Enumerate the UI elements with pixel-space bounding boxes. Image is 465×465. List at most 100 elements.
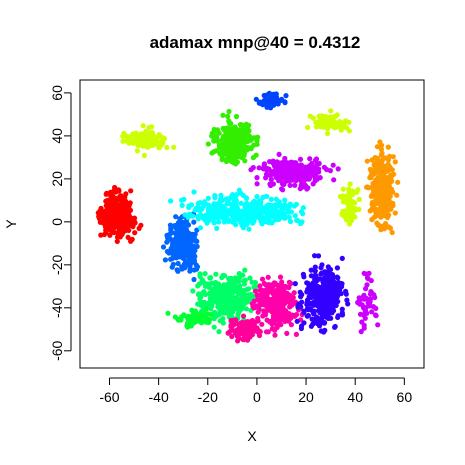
data-point [207,316,213,323]
data-point [243,306,249,312]
data-point [217,318,223,324]
data-point [373,313,379,319]
data-point [221,282,227,288]
y-tick-label: 20 [49,171,65,187]
data-point [219,154,225,160]
data-point [228,121,234,127]
data-point [103,191,109,197]
data-point [386,212,392,218]
data-point [260,194,266,200]
x-tick-label: 20 [298,389,314,405]
data-point [226,108,232,115]
data-point [220,272,226,279]
data-point [331,177,337,183]
data-point [379,150,385,156]
data-point [240,272,246,278]
data-point [268,99,274,105]
data-point [230,322,237,328]
data-point [235,288,241,294]
data-point [195,312,201,318]
data-point [145,144,152,150]
data-point [216,329,222,335]
data-point [319,286,325,292]
data-point [283,308,289,314]
data-point [369,216,375,222]
data-point [224,217,231,223]
data-point [292,213,298,219]
data-point [255,134,261,140]
data-point [208,216,214,223]
data-point [240,192,246,198]
data-point [330,162,336,168]
data-point [248,325,254,331]
data-point [149,130,155,136]
data-point [235,338,241,344]
data-point [319,270,325,276]
data-point [268,196,274,202]
data-point [271,293,278,299]
data-point [245,138,251,144]
data-point [368,289,374,295]
data-point [280,212,286,218]
data-point [205,141,211,147]
data-point [205,195,211,201]
data-point [286,214,292,220]
data-point [293,312,300,318]
y-tick-label: -40 [49,297,65,317]
data-point [191,276,197,283]
data-point [366,270,372,276]
data-point [337,287,343,293]
data-point [105,197,111,203]
data-point [389,229,395,236]
data-point [232,139,238,145]
data-point [242,158,248,164]
data-point [232,153,238,159]
data-point [272,332,278,338]
data-point [377,213,383,219]
data-point [271,282,277,288]
data-point [103,212,109,218]
x-tick-label: 60 [397,389,413,405]
data-point [114,234,121,240]
y-axis: -60 -40 -20 0 20 40 60 [49,85,72,361]
x-tick-label: -20 [198,389,218,405]
data-point [183,218,189,224]
data-point [231,193,237,199]
data-point [354,189,360,195]
data-point [223,158,230,165]
data-point [299,175,305,182]
data-point [122,218,128,224]
data-point [288,280,294,287]
data-point [254,292,260,298]
data-point [369,309,375,315]
data-point [173,214,179,220]
data-point [259,321,265,327]
data-point [159,134,165,141]
data-point [344,297,350,303]
data-point [110,198,116,204]
data-point [395,179,401,185]
data-point [339,255,345,261]
data-point [264,165,270,171]
data-point [343,118,349,124]
data-point [280,164,286,170]
data-point [346,186,352,192]
data-point [183,259,189,265]
data-point [376,222,382,229]
data-point [298,304,304,310]
data-point [175,260,181,267]
data-point [313,293,319,299]
data-point [319,316,325,322]
data-point [244,216,250,222]
data-point [103,230,109,236]
data-point [177,218,183,224]
data-point [138,131,144,138]
data-point [376,177,382,183]
data-point [334,274,340,280]
data-point [215,205,221,211]
data-point [242,267,248,273]
data-point [287,182,293,188]
data-point [160,244,167,250]
data-point [362,307,368,313]
x-axis-label: X [247,428,257,444]
